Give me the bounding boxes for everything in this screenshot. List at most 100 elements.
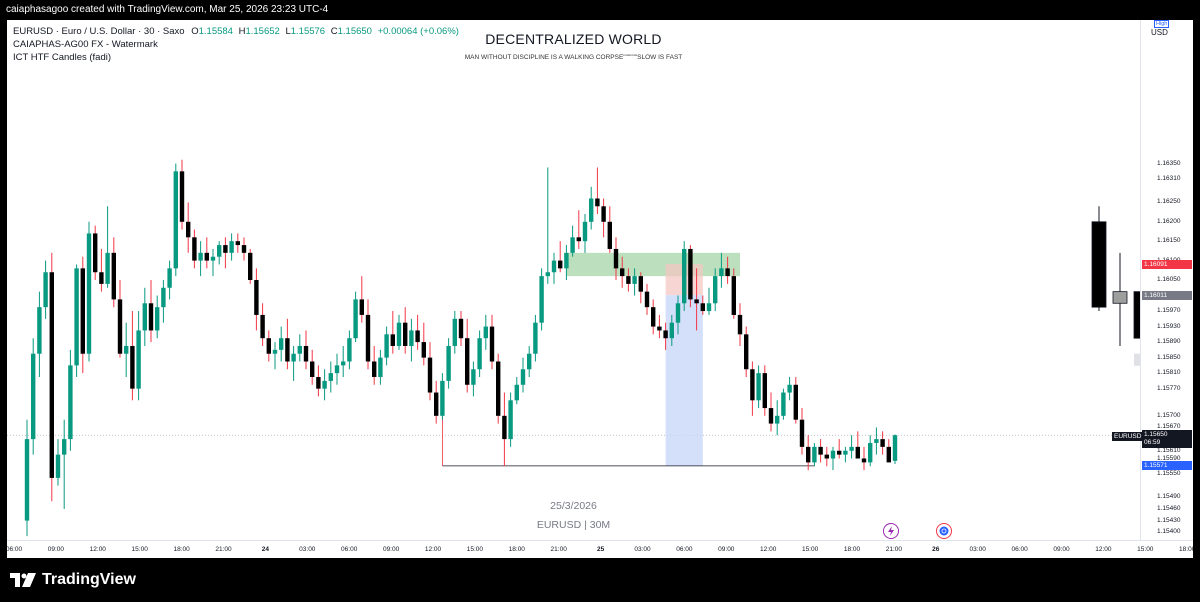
top-caption-bar: caiaphasagoo created with TradingView.co…: [0, 0, 1200, 20]
candle-body: [248, 252, 253, 280]
price-tick-label: 1.15490: [1157, 493, 1181, 501]
price-tag-red: 1.16091: [1142, 259, 1192, 269]
tradingview-logo[interactable]: TradingView: [10, 571, 136, 589]
time-tick-label: 09:00: [718, 546, 735, 553]
time-tick-label: 18:00: [1179, 546, 1193, 553]
candle-body: [663, 330, 668, 339]
chart-frame[interactable]: DECENTRALIZED WORLD MAN WITHOUT DISCIPLI…: [7, 20, 1193, 558]
htf-candle-body: [1112, 291, 1128, 304]
candle-body: [700, 303, 705, 312]
candle-body: [217, 245, 222, 257]
candle-body: [390, 334, 395, 346]
candle-body: [626, 276, 631, 284]
candle-body: [198, 252, 203, 261]
candle-body: [551, 260, 557, 273]
candle-body: [837, 450, 842, 455]
price-chart-plot[interactable]: [7, 20, 1140, 540]
candle-body: [855, 446, 860, 459]
candle-body: [713, 276, 718, 304]
candle-body: [682, 248, 687, 304]
candle-body: [824, 454, 829, 459]
price-tick-label: 1.15550: [1157, 470, 1181, 478]
time-tick-label: 15:00: [801, 546, 819, 553]
candle-body: [576, 237, 581, 242]
candle-body: [477, 338, 482, 370]
candle-body: [868, 442, 873, 463]
candle-body: [167, 268, 172, 288]
earnings-globe-icon[interactable]: [936, 523, 952, 539]
candle-body: [117, 299, 123, 354]
candle-body: [830, 450, 836, 459]
candle-body: [310, 361, 315, 378]
candle-body: [799, 419, 805, 447]
candle-body: [161, 287, 166, 308]
price-tick-label: 1.15930: [1157, 322, 1181, 330]
chart-legend[interactable]: EURUSD · Euro / U.S. Dollar · 30 · Saxo …: [13, 25, 459, 64]
candle-body: [37, 307, 42, 354]
candle-body: [446, 345, 451, 381]
zone-supply: [566, 252, 740, 277]
price-tick-label: 1.15430: [1157, 516, 1181, 524]
candle-body: [415, 330, 420, 343]
candle-body: [787, 384, 792, 393]
candle-body: [24, 439, 30, 521]
candle-body: [341, 361, 346, 366]
candle-body: [93, 233, 98, 273]
candle-body: [31, 353, 36, 440]
candle-body: [812, 446, 817, 463]
candle-body: [533, 322, 538, 354]
candle-body: [204, 252, 209, 261]
candle-body: [731, 276, 736, 315]
price-tick-label: 1.16310: [1157, 175, 1181, 183]
time-tick-label: 12:00: [1095, 546, 1112, 553]
candle-body: [719, 268, 724, 277]
candle-body: [465, 338, 470, 385]
candle-body: [762, 373, 767, 409]
time-tick-label: 09:00: [1053, 546, 1070, 553]
watermark-subtitle: MAN WITHOUT DISCIPLINE IS A WALKING CORP…: [464, 54, 683, 61]
time-tick-label: 03:00: [969, 546, 986, 553]
watermark-date: 25/3/2026: [550, 500, 597, 512]
time-tick-label: 15:00: [466, 546, 484, 553]
price-tick-label: 1.16250: [1157, 198, 1181, 206]
time-tick-label: 03:00: [634, 546, 651, 553]
price-tick-label: 1.15590: [1157, 454, 1181, 462]
candle-body: [843, 450, 848, 455]
time-tick-label: 21:00: [550, 546, 567, 553]
time-tick-label: 18:00: [508, 546, 525, 553]
time-axis[interactable]: 06:00 09:00 12:00 15:00 18:00 21:00 24 03:00 06:…: [7, 540, 1193, 558]
candle-body: [186, 221, 191, 238]
price-axis[interactable]: High USD 1.16350 1.16310 1.16250 1.16200 1.1…: [1112, 20, 1193, 540]
time-tick-label: 26: [932, 546, 940, 553]
price-tick-label: 1.15770: [1157, 384, 1181, 392]
candle-body: [49, 272, 54, 478]
lightning-icon[interactable]: [883, 523, 899, 539]
htf-next-candle-placeholder: [1134, 353, 1140, 366]
candle-body: [669, 322, 674, 339]
legend-symbol[interactable]: EURUSD · Euro / U.S. Dollar · 30 · Saxo: [13, 26, 185, 37]
legend-symbol-row[interactable]: EURUSD · Euro / U.S. Dollar · 30 · Saxo …: [13, 25, 459, 38]
high-badge: High: [1154, 20, 1170, 28]
price-tag-grey-value: 1.16011: [1144, 291, 1168, 299]
candle-body: [675, 303, 681, 323]
candle-body: [570, 237, 575, 253]
legend-indicator-htf-candles[interactable]: ICT HTF Candles (fadi): [13, 52, 112, 63]
candle-body: [818, 446, 823, 455]
candle-body: [155, 307, 160, 331]
candle-body: [80, 268, 85, 354]
time-tick-label: 12:00: [424, 546, 442, 553]
candle-body: [781, 392, 786, 416]
currency-label[interactable]: USD: [1151, 28, 1168, 37]
current-price-value: 1.15650: [1144, 431, 1168, 439]
candle-body: [285, 338, 290, 362]
candle-body: [74, 268, 79, 366]
candle-body: [68, 365, 73, 440]
candle-body: [62, 439, 67, 455]
bottom-brand-bar: TradingView: [0, 558, 1200, 602]
candle-body: [334, 365, 340, 374]
candle-body: [316, 377, 321, 389]
candle-body: [322, 380, 327, 389]
candle-body: [105, 252, 110, 284]
legend-indicator-watermark[interactable]: CAIAPHAS-AG00 FX - Watermark: [13, 39, 158, 50]
candle-body: [657, 326, 662, 331]
